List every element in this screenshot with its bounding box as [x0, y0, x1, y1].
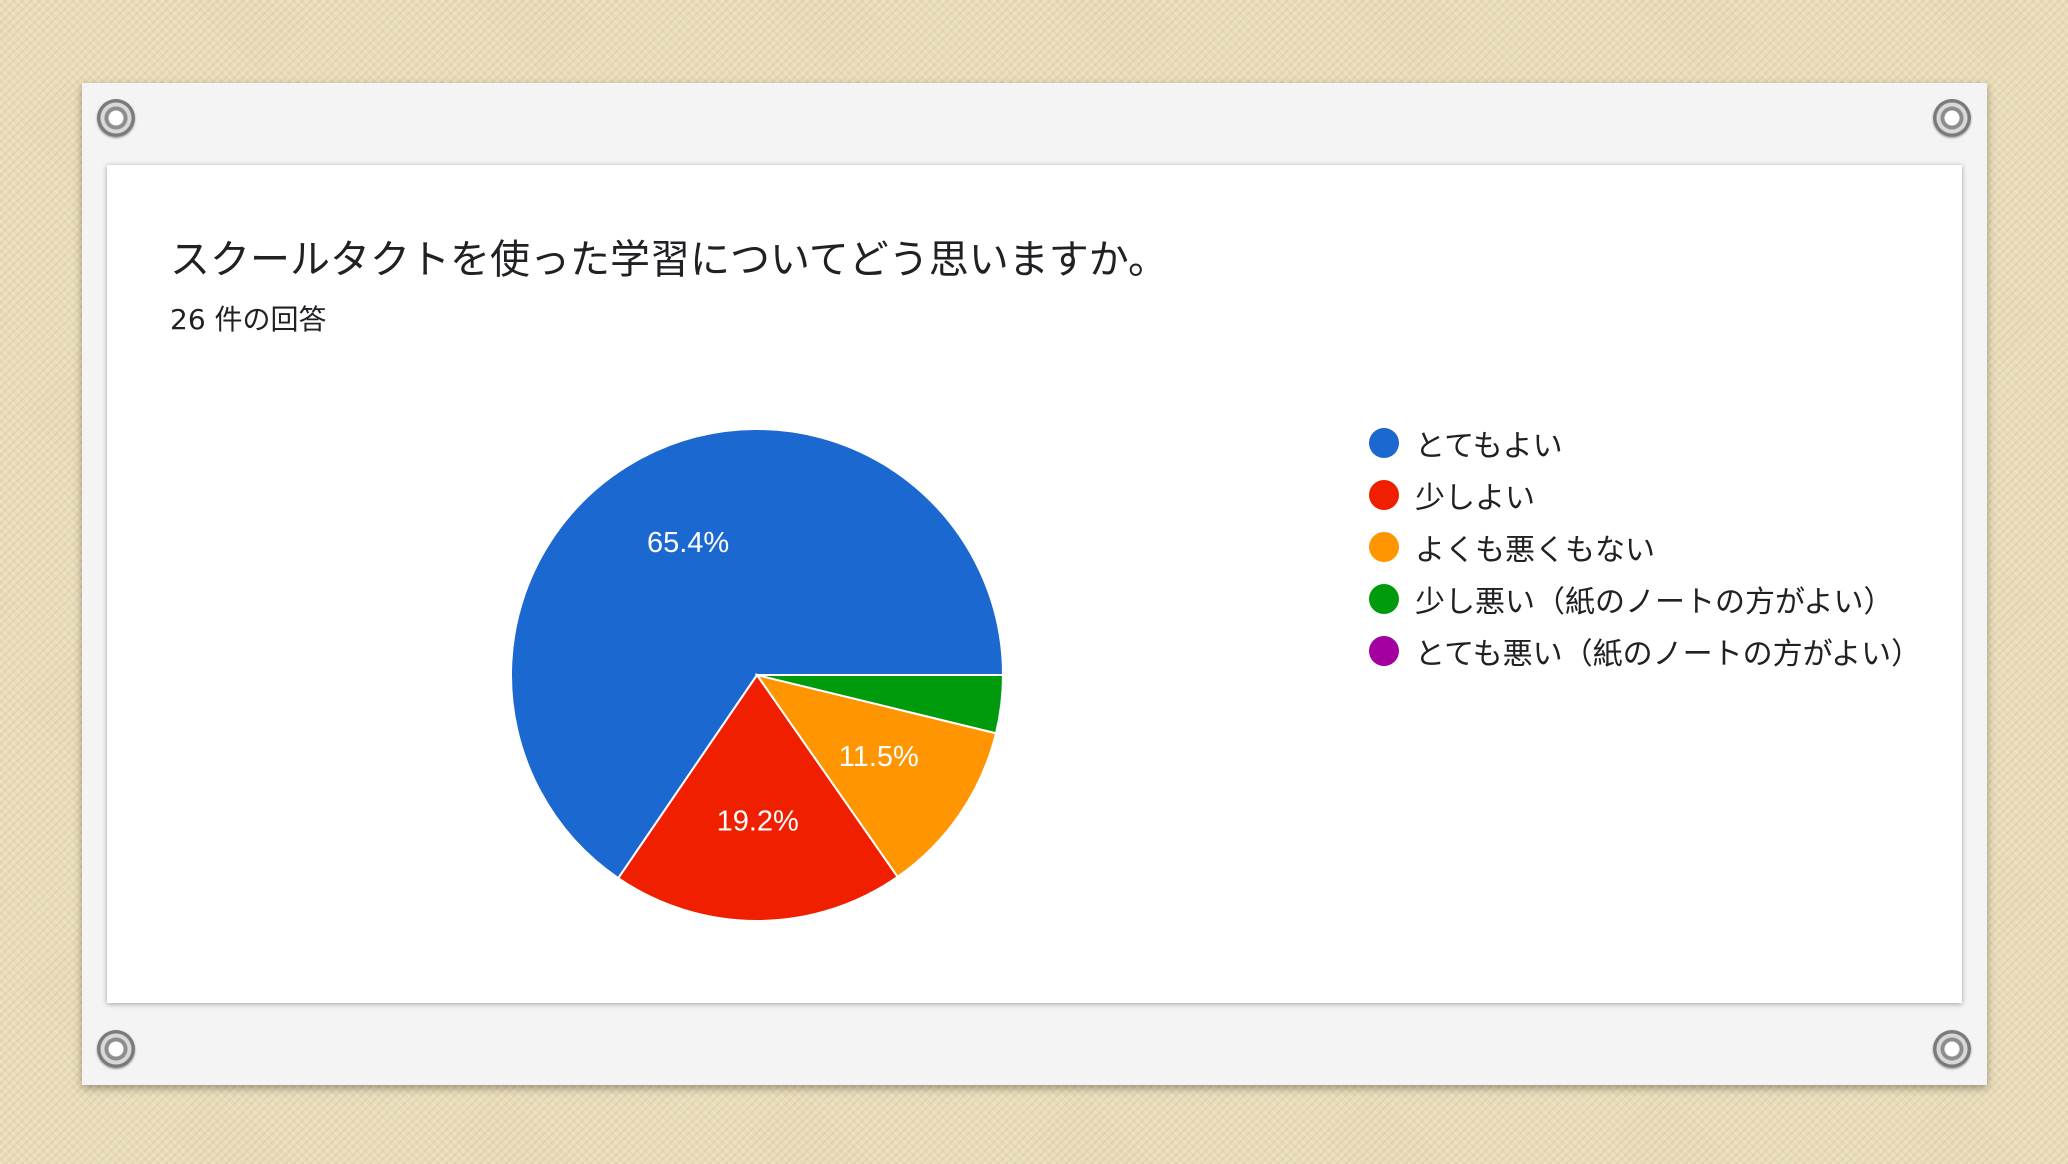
grommet-bottom-right-icon	[1933, 1030, 1971, 1068]
legend-item-4: 少し悪い（紙のノートの方がよい）	[1369, 573, 1921, 625]
grommet-top-right-icon	[1933, 99, 1971, 137]
legend-label: 少し悪い（紙のノートの方がよい）	[1415, 585, 1894, 620]
pie-slice-2	[616, 673, 900, 922]
pie-chart: 65.4% 19.2% 11.5%	[510, 428, 1005, 922]
legend-item-1: とてもよい	[1369, 417, 1921, 469]
legend-dot-icon	[1369, 584, 1399, 614]
legend-label: とても悪い（紙のノートの方がよい）	[1415, 637, 1922, 672]
legend-label: よくも悪くもない	[1415, 533, 1655, 568]
legend-dot-icon	[1369, 480, 1399, 510]
pie-slice-label-1: 65.4%	[647, 527, 729, 559]
grommet-bottom-left-icon	[97, 1030, 135, 1068]
chart-title: スクールタクトを使った学習についてどう思いますか。	[170, 237, 1168, 283]
legend-item-3: よくも悪くもない	[1369, 521, 1921, 573]
pie-slice-1	[510, 428, 1005, 880]
chart-card: スクールタクトを使った学習についてどう思いますか。 26 件の回答 65.4% 1…	[107, 165, 1962, 1003]
pie-slice-label-2: 19.2%	[717, 805, 799, 837]
legend-label: 少しよい	[1415, 481, 1535, 516]
legend-item-5: とても悪い（紙のノートの方がよい）	[1369, 625, 1921, 677]
legend-item-2: 少しよい	[1369, 469, 1921, 521]
grommet-top-left-icon	[97, 99, 135, 137]
legend-dot-icon	[1369, 636, 1399, 666]
legend-dot-icon	[1369, 428, 1399, 458]
pie-slice-3	[754, 673, 998, 879]
pie-slice-4	[756, 674, 1005, 735]
chart-legend: とてもよい少しよいよくも悪くもない少し悪い（紙のノートの方がよい） とても悪い（紙…	[1369, 417, 1921, 677]
pie-slice-label-3: 11.5%	[839, 741, 919, 773]
legend-dot-icon	[1369, 532, 1399, 562]
legend-label: とてもよい	[1415, 429, 1563, 464]
response-count: 26 件の回答	[170, 303, 327, 336]
